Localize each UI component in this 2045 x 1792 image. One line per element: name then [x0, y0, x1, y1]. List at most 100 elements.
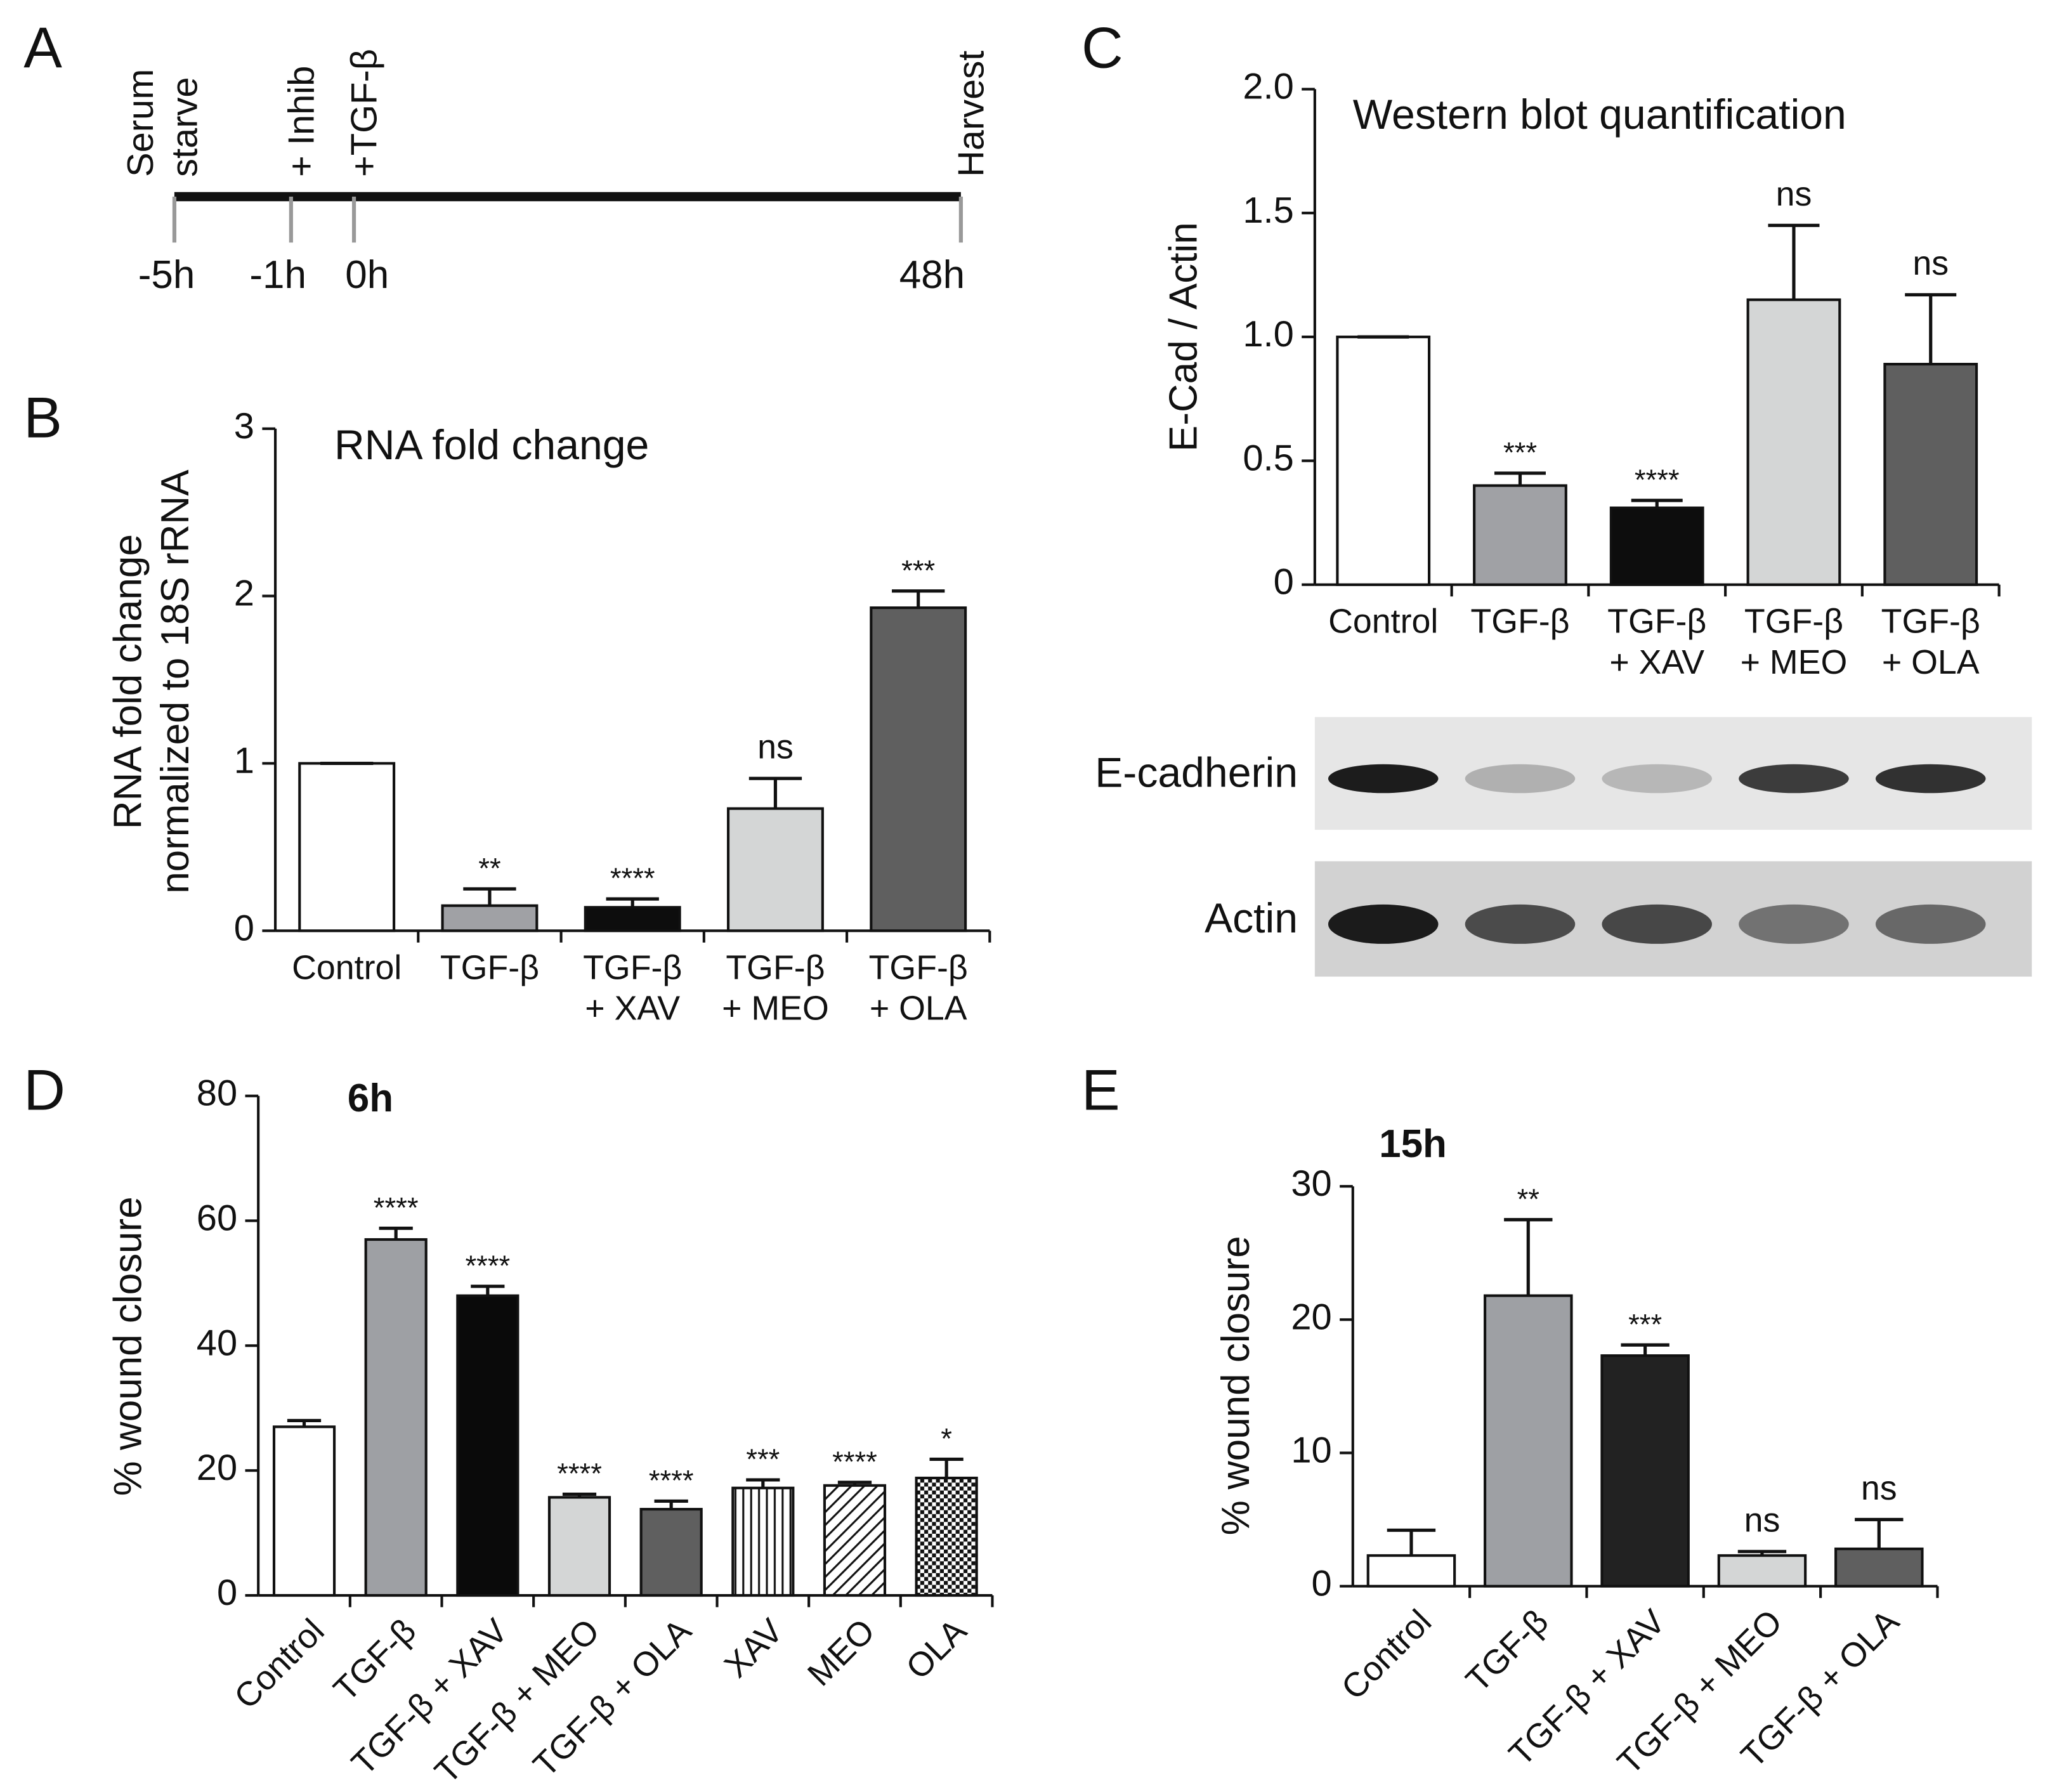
x-tick-label: TGF-β + XAV [1607, 603, 1706, 681]
error-bar [1855, 1517, 1904, 1549]
bar [915, 1476, 978, 1597]
blot-band [1602, 764, 1713, 794]
blot-label: E-cadherin [1095, 750, 1298, 797]
y-tick-label: 0.5 [1243, 438, 1293, 479]
x-tick-label: TGF-β + MEO [722, 948, 829, 1027]
significance-label: **** [1635, 464, 1680, 496]
error-bar [1621, 1343, 1669, 1356]
significance-label: ns [757, 728, 794, 766]
x-tick-label: OLA [899, 1612, 974, 1687]
bar [726, 807, 824, 932]
error-bar [748, 776, 802, 809]
bar [1609, 506, 1704, 586]
significance-label: *** [901, 554, 935, 587]
y-tick-label: 80 [197, 1073, 237, 1114]
panel-letter: E [1081, 1059, 1120, 1123]
blot-band [1739, 764, 1849, 794]
bar [823, 1484, 887, 1597]
significance-label: ** [478, 852, 500, 884]
blot-band [1875, 904, 1986, 944]
y-axis-label: RNA fold change normalized to 18S rRNA [107, 469, 197, 894]
x-tick-label: Control [292, 948, 402, 986]
x-tick-label: TGF-β [1470, 603, 1569, 641]
significance-label: **** [649, 1464, 694, 1496]
significance-label: **** [832, 1446, 877, 1478]
bar [547, 1496, 611, 1597]
error-bar [1504, 1218, 1553, 1296]
error-bar [463, 887, 516, 906]
bar [1883, 363, 1978, 586]
timeline-event: +TGF-β [344, 49, 385, 177]
panel-letter: A [23, 16, 62, 81]
significance-label: **** [557, 1458, 602, 1490]
bar [298, 762, 396, 932]
error-bar [1768, 223, 1820, 300]
x-tick-label: TGF-β + MEO [428, 1612, 607, 1791]
y-tick-label: 20 [197, 1448, 237, 1488]
panel-letter: D [23, 1059, 65, 1123]
significance-label: ns [1861, 1469, 1897, 1507]
y-tick-label: 20 [1291, 1297, 1331, 1338]
y-axis-label: % wound closure [107, 1196, 150, 1496]
significance-label: * [941, 1423, 952, 1455]
y-tick-label: 1 [234, 741, 254, 782]
y-tick-label: 0 [217, 1573, 237, 1613]
y-axis-label: E-Cad / Actin [1162, 222, 1206, 452]
panel-letter: C [1081, 16, 1123, 81]
timeline-event: Serum starve [121, 69, 205, 177]
timeline-tick-label: -5h [138, 253, 195, 297]
x-tick-label: TGF-β [1459, 1602, 1556, 1699]
panel-letter: B [23, 386, 62, 450]
bar [1473, 484, 1567, 586]
y-tick-label: 2.0 [1243, 67, 1293, 107]
timeline-tick-label: 0h [345, 253, 389, 297]
x-tick-label: Control [1328, 603, 1438, 641]
bar [441, 904, 539, 932]
error-bar [1737, 1550, 1787, 1556]
bar [639, 1508, 703, 1597]
timeline-tick-label: 48h [899, 253, 965, 297]
blot-band [1602, 904, 1713, 944]
error-bar [1387, 1528, 1436, 1556]
bar [584, 906, 681, 932]
blot-band [1465, 764, 1576, 794]
timeline-event: + Inhib [282, 66, 322, 177]
y-tick-label: 1.0 [1243, 314, 1293, 355]
y-tick-label: 3 [234, 406, 254, 447]
x-tick-label: XAV [717, 1612, 791, 1685]
error-bar [746, 1478, 780, 1488]
y-tick-label: 60 [197, 1198, 237, 1239]
error-bar [1631, 499, 1683, 508]
significance-label: ns [1744, 1501, 1780, 1540]
bar [456, 1294, 519, 1597]
bar [1717, 1554, 1807, 1588]
blot-band [1465, 904, 1576, 944]
x-tick-label: TGF-β + OLA [1881, 603, 1980, 681]
chart-title: 15h [1379, 1123, 1447, 1167]
y-tick-label: 10 [1291, 1430, 1331, 1471]
error-bar [606, 897, 659, 908]
chart-title: 6h [348, 1076, 393, 1120]
bar [364, 1238, 428, 1597]
error-bar [929, 1457, 964, 1478]
y-tick-label: 0 [1312, 1564, 1332, 1604]
blot-label: Actin [1205, 895, 1298, 942]
y-tick-label: 30 [1291, 1164, 1331, 1205]
error-bar [1494, 471, 1546, 486]
y-tick-label: 0 [234, 908, 254, 949]
x-tick-label: TGF-β + MEO [1741, 603, 1848, 681]
timeline-tick-label: -1h [249, 253, 306, 297]
timeline-event: Harvest [951, 51, 992, 177]
significance-label: *** [1628, 1308, 1662, 1340]
bar [731, 1486, 795, 1597]
y-tick-label: 0 [1274, 562, 1294, 603]
chart-title: RNA fold change [334, 422, 649, 469]
x-tick-label: TGF-β + OLA [526, 1612, 698, 1784]
y-tick-label: 1.5 [1243, 190, 1293, 231]
bar [1834, 1547, 1924, 1588]
blot-band [1739, 904, 1849, 944]
significance-label: ns [1776, 175, 1812, 213]
bar [1336, 336, 1431, 586]
blot-band [1328, 904, 1439, 944]
